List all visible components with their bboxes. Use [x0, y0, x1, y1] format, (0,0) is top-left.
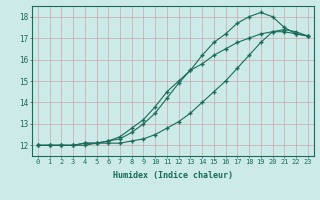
X-axis label: Humidex (Indice chaleur): Humidex (Indice chaleur) [113, 171, 233, 180]
